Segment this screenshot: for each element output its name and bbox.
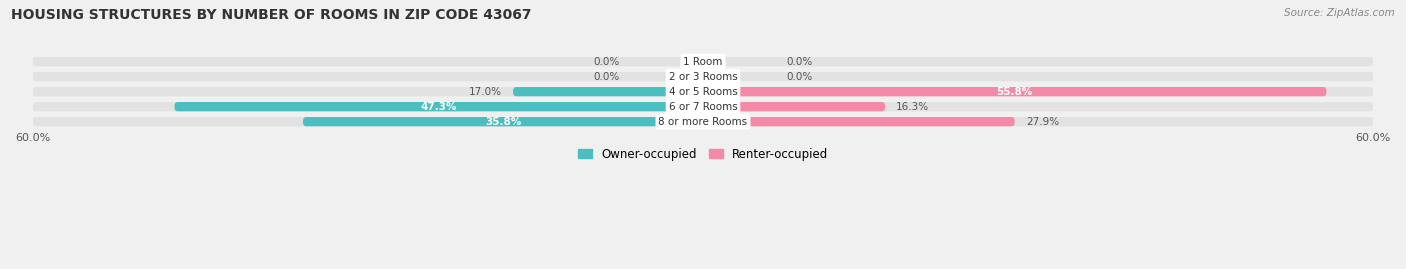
FancyBboxPatch shape [32, 87, 1374, 96]
Text: 6 or 7 Rooms: 6 or 7 Rooms [669, 102, 737, 112]
FancyBboxPatch shape [32, 102, 1374, 111]
FancyBboxPatch shape [703, 87, 1326, 96]
FancyBboxPatch shape [32, 117, 1374, 126]
Text: 47.3%: 47.3% [420, 102, 457, 112]
Text: 0.0%: 0.0% [593, 57, 619, 67]
Text: 0.0%: 0.0% [787, 57, 813, 67]
Legend: Owner-occupied, Renter-occupied: Owner-occupied, Renter-occupied [572, 143, 834, 165]
Text: 35.8%: 35.8% [485, 117, 522, 127]
Text: 2 or 3 Rooms: 2 or 3 Rooms [669, 72, 737, 82]
Text: HOUSING STRUCTURES BY NUMBER OF ROOMS IN ZIP CODE 43067: HOUSING STRUCTURES BY NUMBER OF ROOMS IN… [11, 8, 531, 22]
Text: 1 Room: 1 Room [683, 57, 723, 67]
Text: 4 or 5 Rooms: 4 or 5 Rooms [669, 87, 737, 97]
Text: 0.0%: 0.0% [787, 72, 813, 82]
FancyBboxPatch shape [174, 102, 703, 111]
Text: 8 or more Rooms: 8 or more Rooms [658, 117, 748, 127]
Text: 17.0%: 17.0% [468, 87, 502, 97]
Text: 27.9%: 27.9% [1026, 117, 1059, 127]
FancyBboxPatch shape [32, 72, 1374, 81]
Text: 16.3%: 16.3% [896, 102, 929, 112]
Text: 0.0%: 0.0% [593, 72, 619, 82]
FancyBboxPatch shape [304, 117, 703, 126]
FancyBboxPatch shape [703, 117, 1015, 126]
Text: Source: ZipAtlas.com: Source: ZipAtlas.com [1284, 8, 1395, 18]
FancyBboxPatch shape [513, 87, 703, 96]
FancyBboxPatch shape [32, 57, 1374, 66]
FancyBboxPatch shape [703, 102, 886, 111]
Text: 55.8%: 55.8% [997, 87, 1033, 97]
